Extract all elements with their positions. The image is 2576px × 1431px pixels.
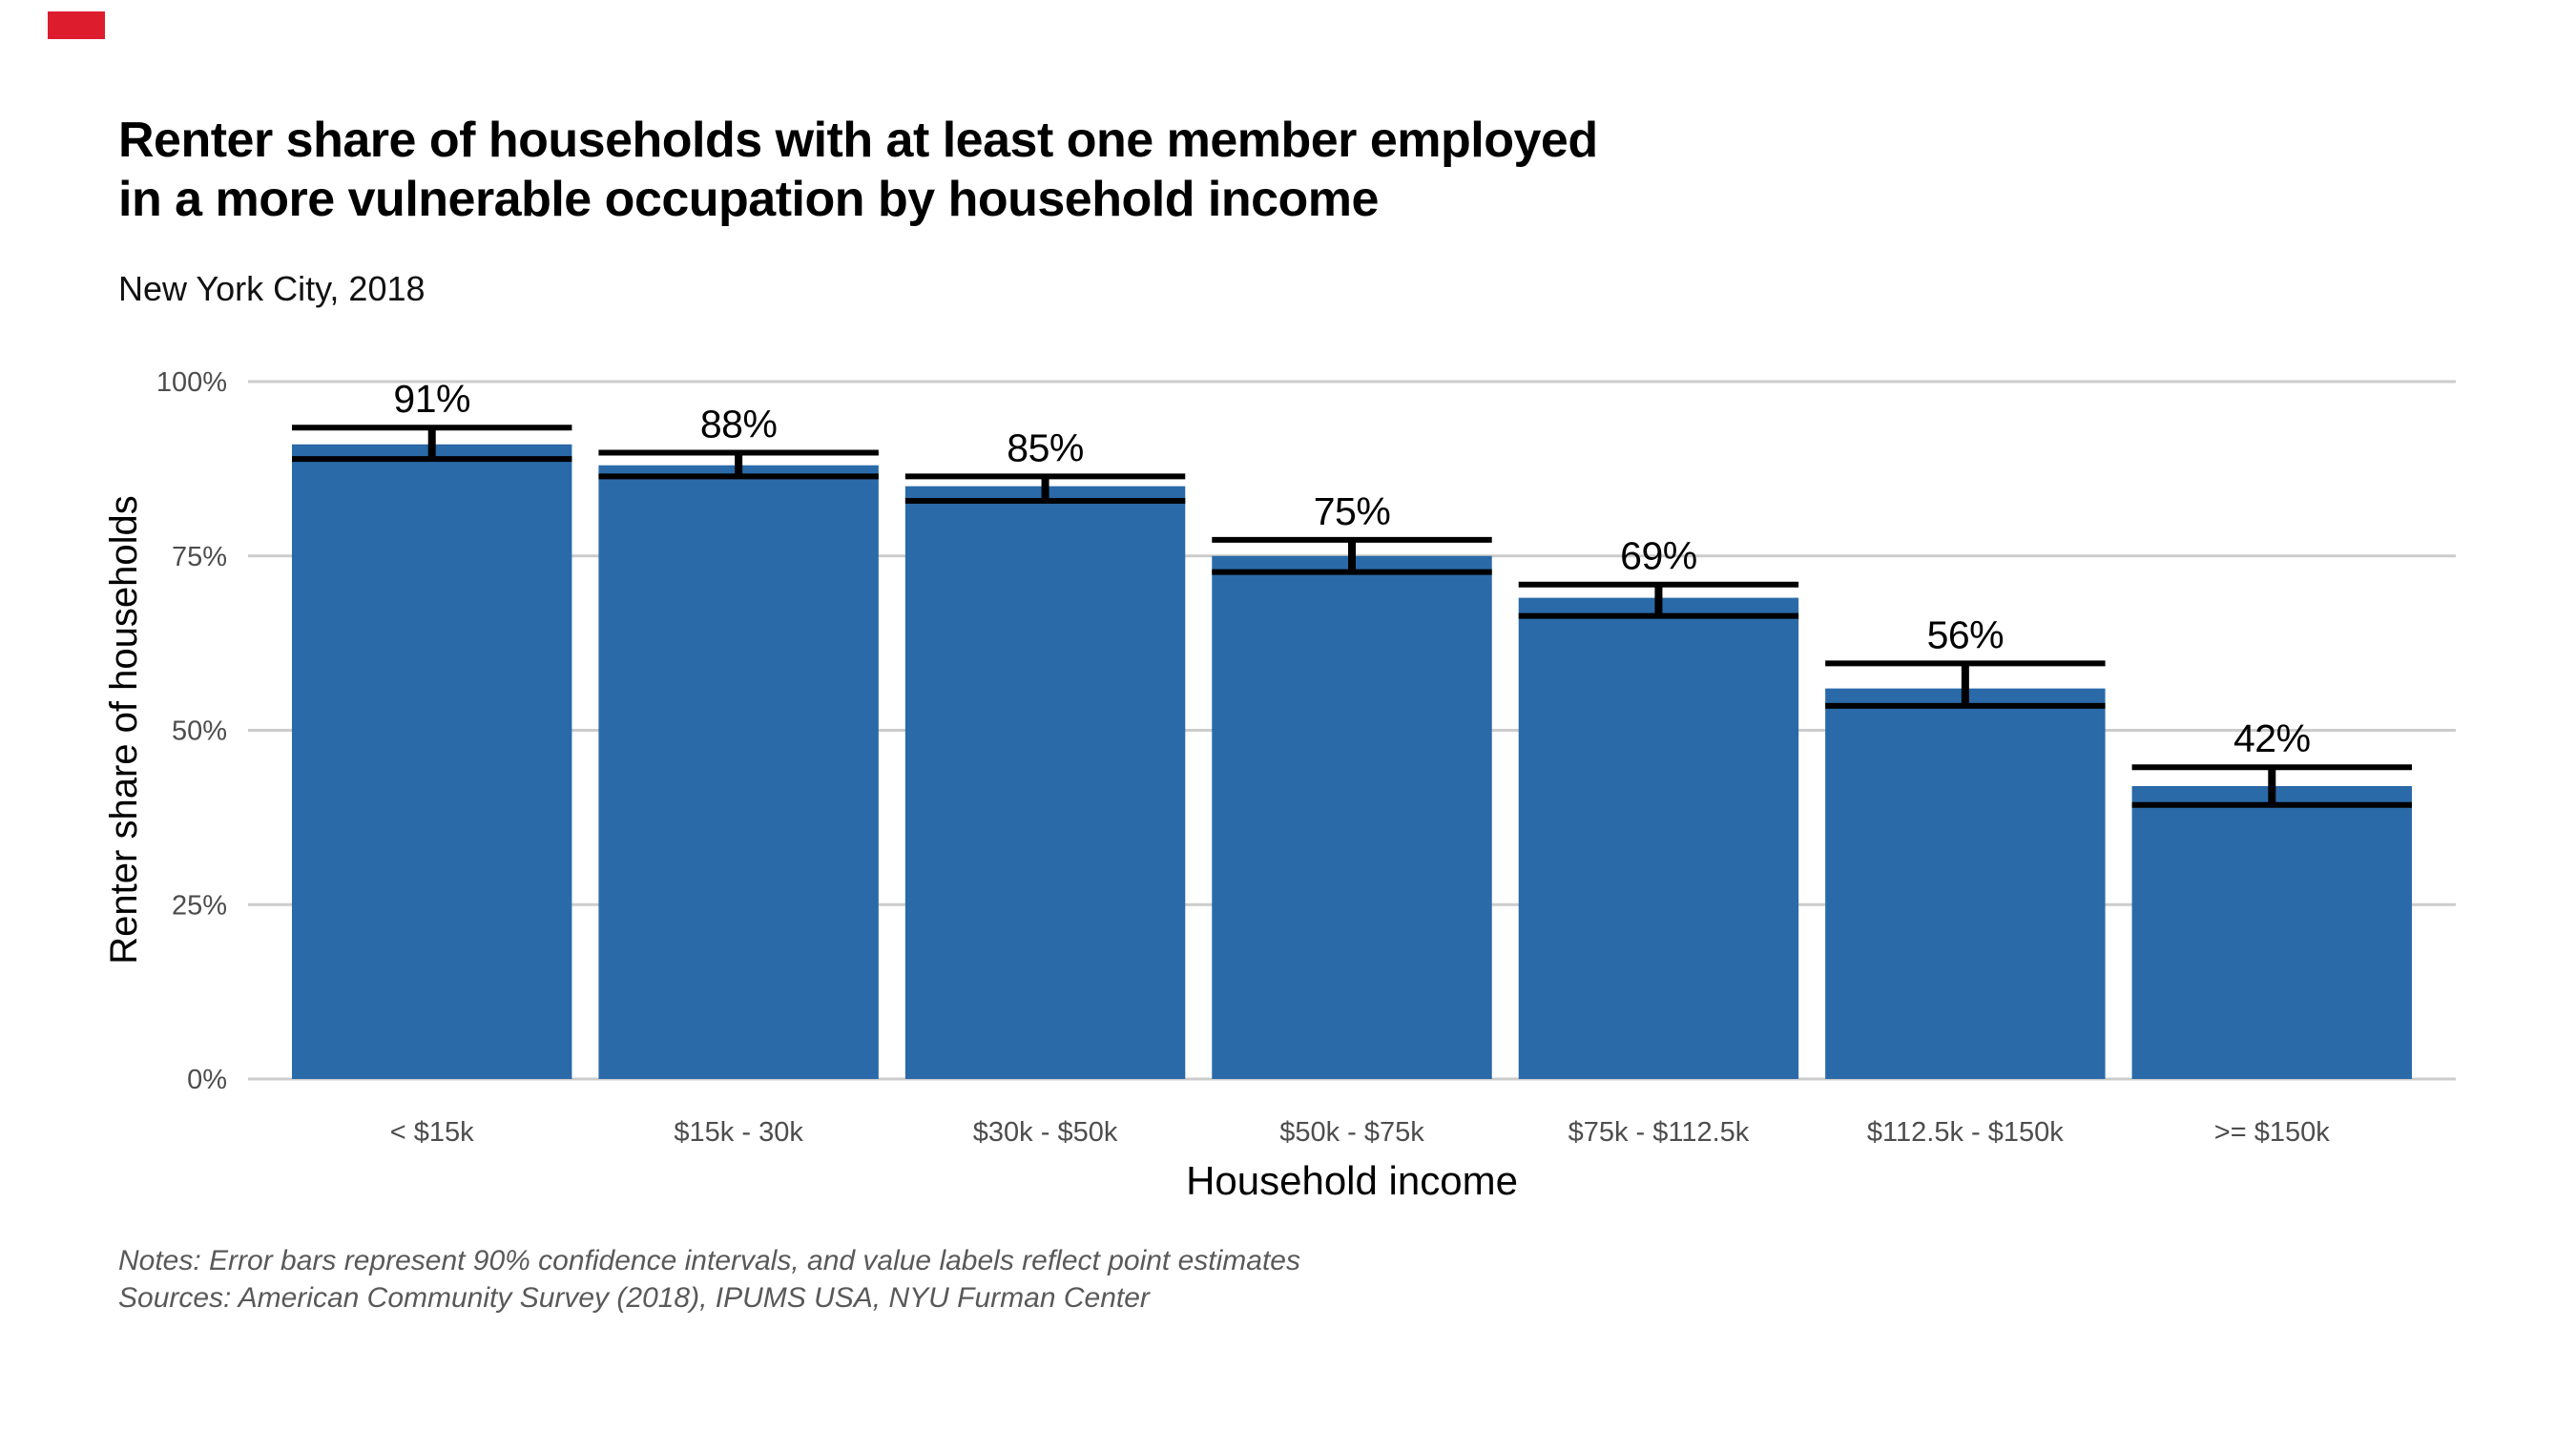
y-tick-label: 0% — [187, 1065, 227, 1095]
value-label: 88% — [700, 403, 778, 446]
bar — [1518, 597, 1799, 1079]
y-axis-title: Renter share of households — [103, 495, 145, 964]
bar — [292, 444, 572, 1079]
sources-line: Sources: American Community Survey (2018… — [118, 1282, 1150, 1314]
bar — [1825, 688, 2106, 1079]
x-tick-label: $15k - 30k — [674, 1117, 803, 1148]
value-label: 85% — [1007, 425, 1084, 469]
bar — [598, 465, 879, 1080]
brand-mark — [48, 11, 105, 39]
x-axis-title: Household income — [1186, 1158, 1518, 1203]
y-tick-label: 25% — [172, 890, 227, 921]
value-label: 69% — [1620, 534, 1697, 578]
chart-title-line1: Renter share of households with at least… — [118, 113, 1598, 168]
chart-title: Renter share of households with at least… — [118, 111, 1598, 229]
y-tick-label: 100% — [156, 367, 227, 398]
value-label: 91% — [393, 377, 470, 421]
chart-subtitle: New York City, 2018 — [118, 269, 426, 308]
y-tick-label: 50% — [172, 716, 227, 747]
bar — [2131, 785, 2412, 1079]
x-tick-label: $75k - $112.5k — [1568, 1117, 1750, 1148]
notes-line: Notes: Error bars represent 90% confiden… — [118, 1245, 1300, 1276]
footer-notes: Notes: Error bars represent 90% confiden… — [118, 1242, 1300, 1317]
value-label: 75% — [1314, 489, 1391, 533]
x-tick-label: $112.5k - $150k — [1867, 1117, 2064, 1148]
x-tick-label: >= $150k — [2214, 1117, 2330, 1148]
x-tick-label: < $15k — [390, 1117, 474, 1148]
value-label: 56% — [1927, 612, 2005, 656]
bar — [904, 486, 1186, 1079]
x-tick-label: $30k - $50k — [973, 1117, 1118, 1148]
chart-title-line2: in a more vulnerable occupation by house… — [118, 172, 1379, 227]
x-tick-label: $50k - $75k — [1279, 1117, 1424, 1148]
y-tick-label: 75% — [172, 542, 227, 572]
value-label: 42% — [2233, 716, 2311, 760]
bar — [1212, 555, 1492, 1079]
